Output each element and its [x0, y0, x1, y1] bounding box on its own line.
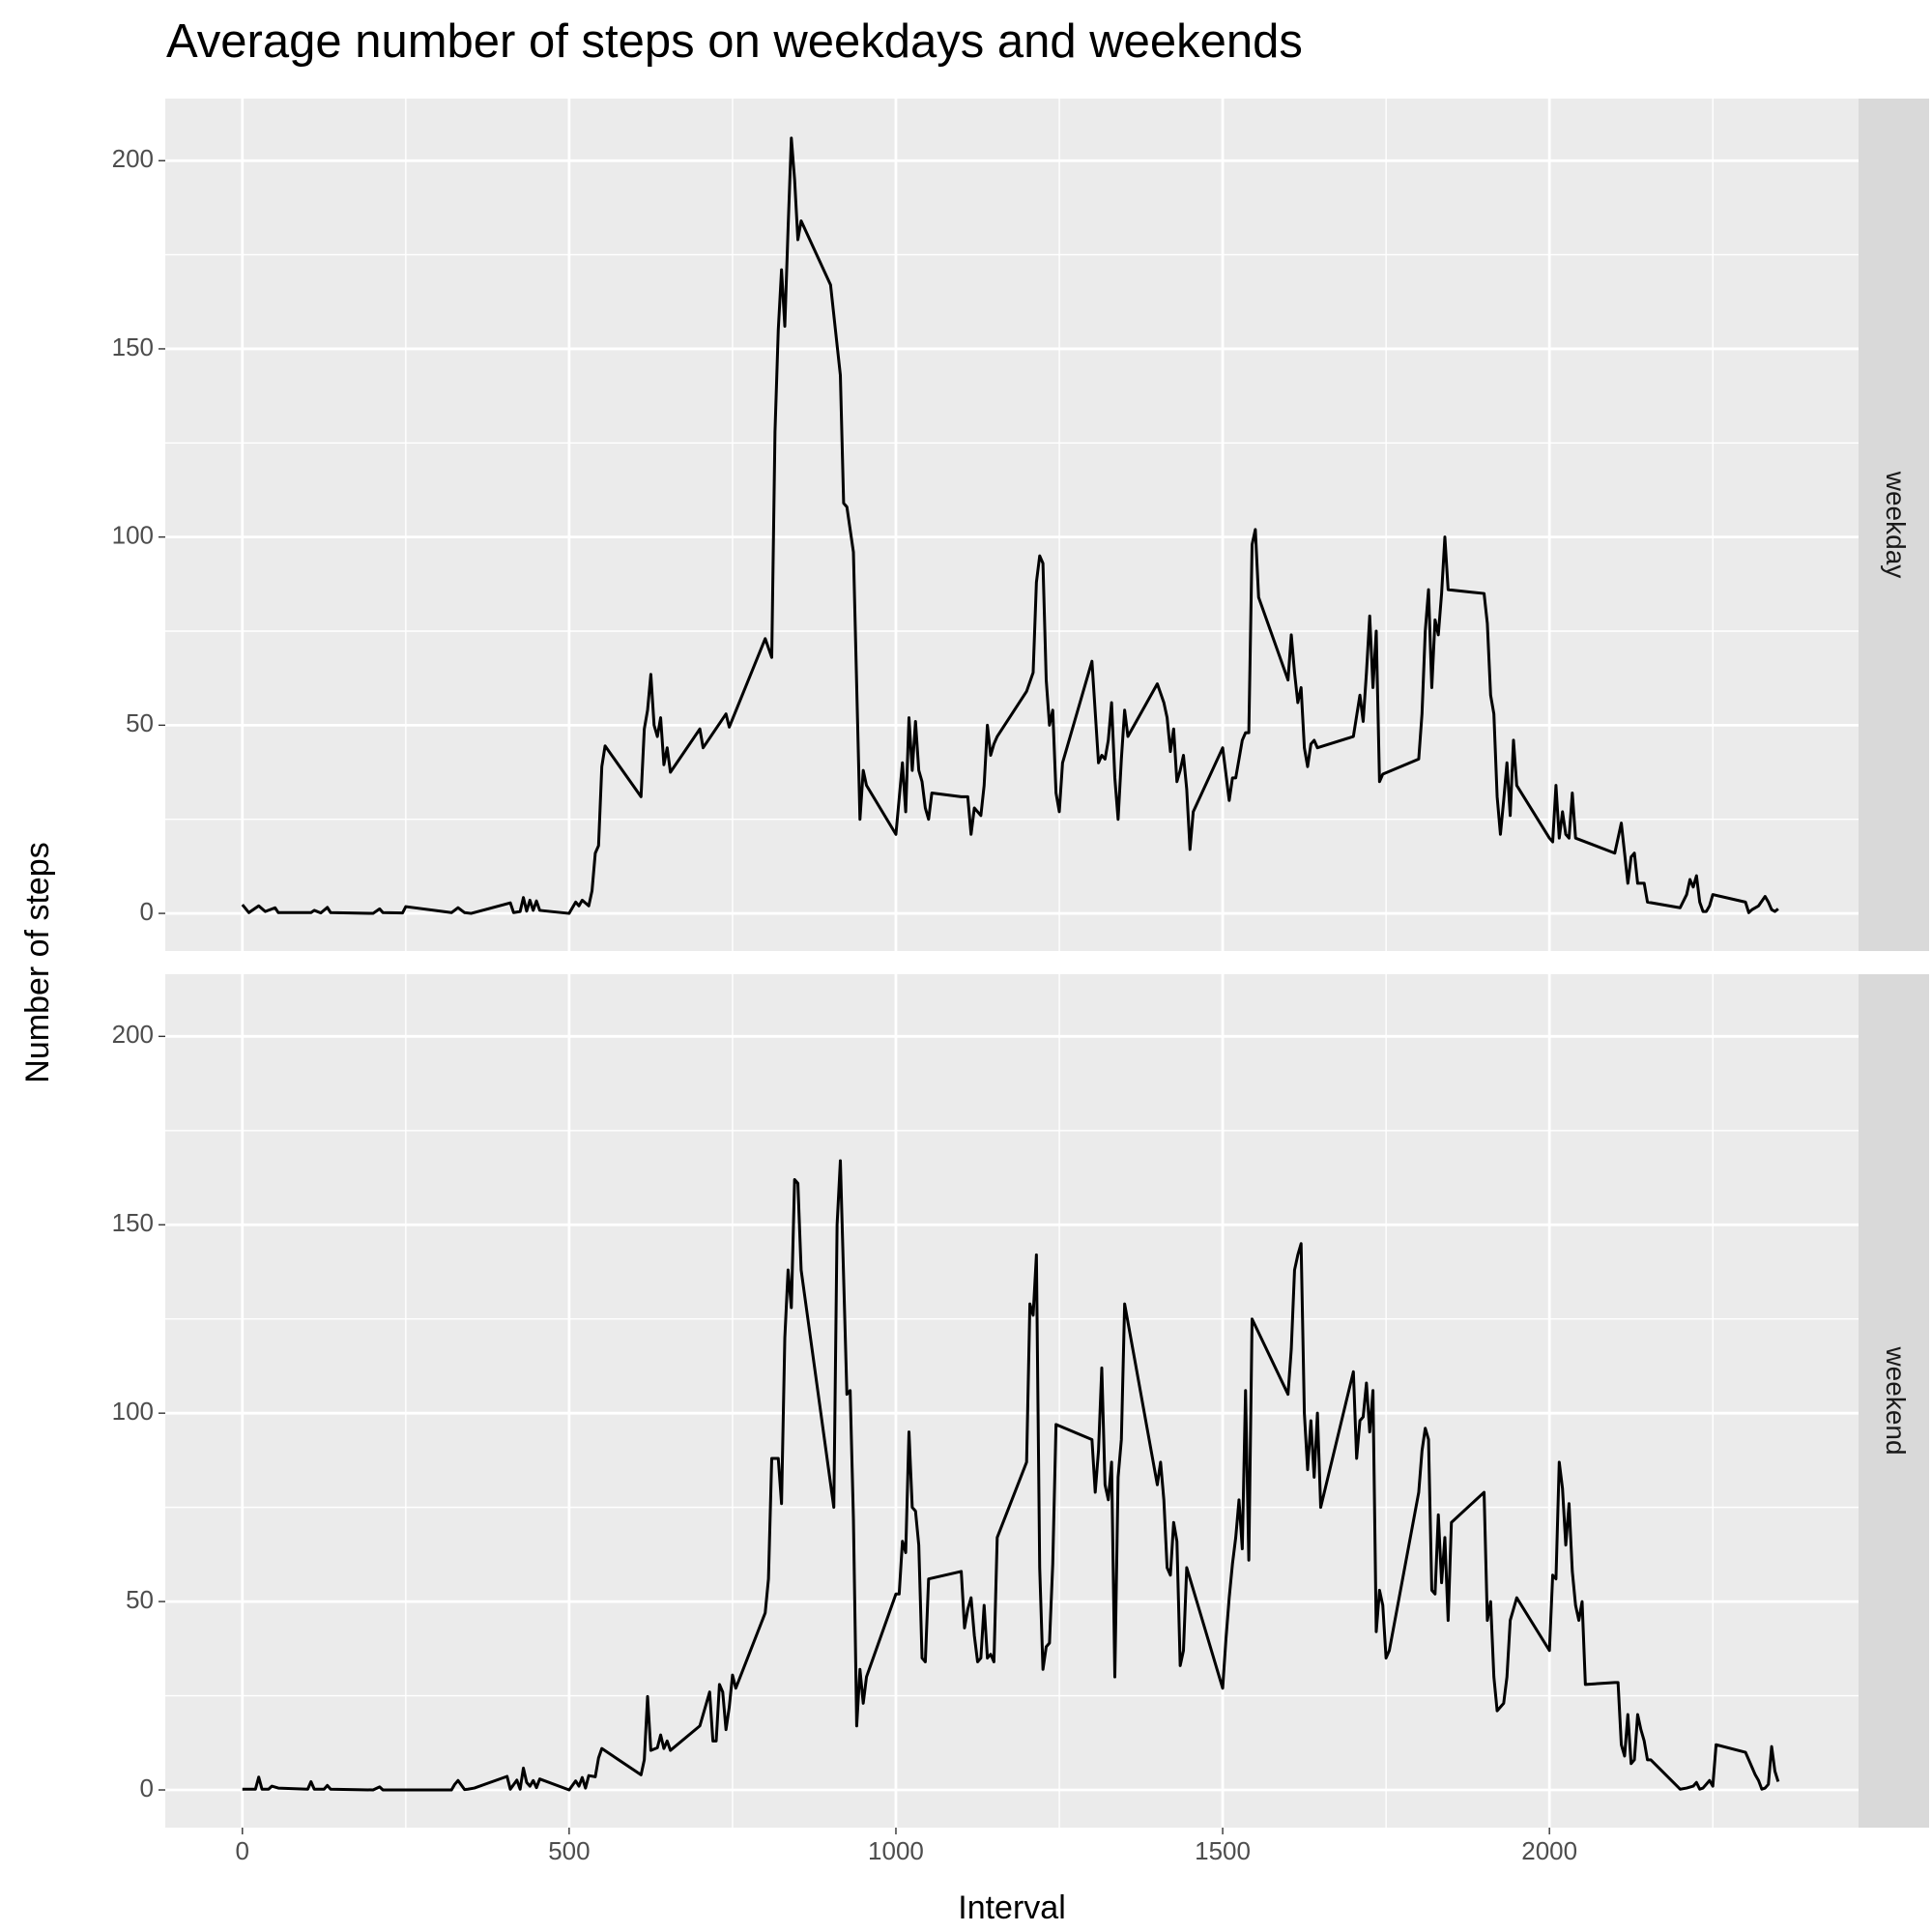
y-tick-label: 150	[112, 332, 154, 361]
chart-title: Average number of steps on weekdays and …	[166, 15, 1303, 68]
panel-background	[165, 99, 1859, 951]
y-axis-title: Number of steps	[19, 842, 56, 1082]
y-tick-label: 100	[112, 1397, 154, 1426]
y-tick-label: 200	[112, 1020, 154, 1049]
facet-label: weekend	[1881, 1345, 1911, 1455]
facet-label: weekday	[1881, 471, 1911, 579]
facet-strip	[1859, 99, 1929, 951]
y-tick-label: 0	[140, 1773, 154, 1802]
x-tick-label: 1500	[1195, 1836, 1251, 1865]
panel-background	[165, 974, 1859, 1828]
y-tick-label: 200	[112, 144, 154, 173]
facet-strip	[1859, 974, 1929, 1828]
y-tick-label: 150	[112, 1208, 154, 1237]
y-tick-label: 100	[112, 521, 154, 550]
data-line	[242, 1159, 1780, 1792]
x-tick-label: 1000	[868, 1836, 924, 1865]
x-tick-label: 2000	[1521, 1836, 1577, 1865]
y-tick-label: 0	[140, 897, 154, 926]
y-tick-label: 50	[126, 708, 154, 737]
data-line	[241, 136, 1779, 915]
x-tick-label: 0	[236, 1836, 249, 1865]
y-tick-label: 50	[126, 1585, 154, 1614]
x-axis-title: Interval	[958, 1889, 1066, 1926]
x-tick-label: 500	[548, 1836, 590, 1865]
